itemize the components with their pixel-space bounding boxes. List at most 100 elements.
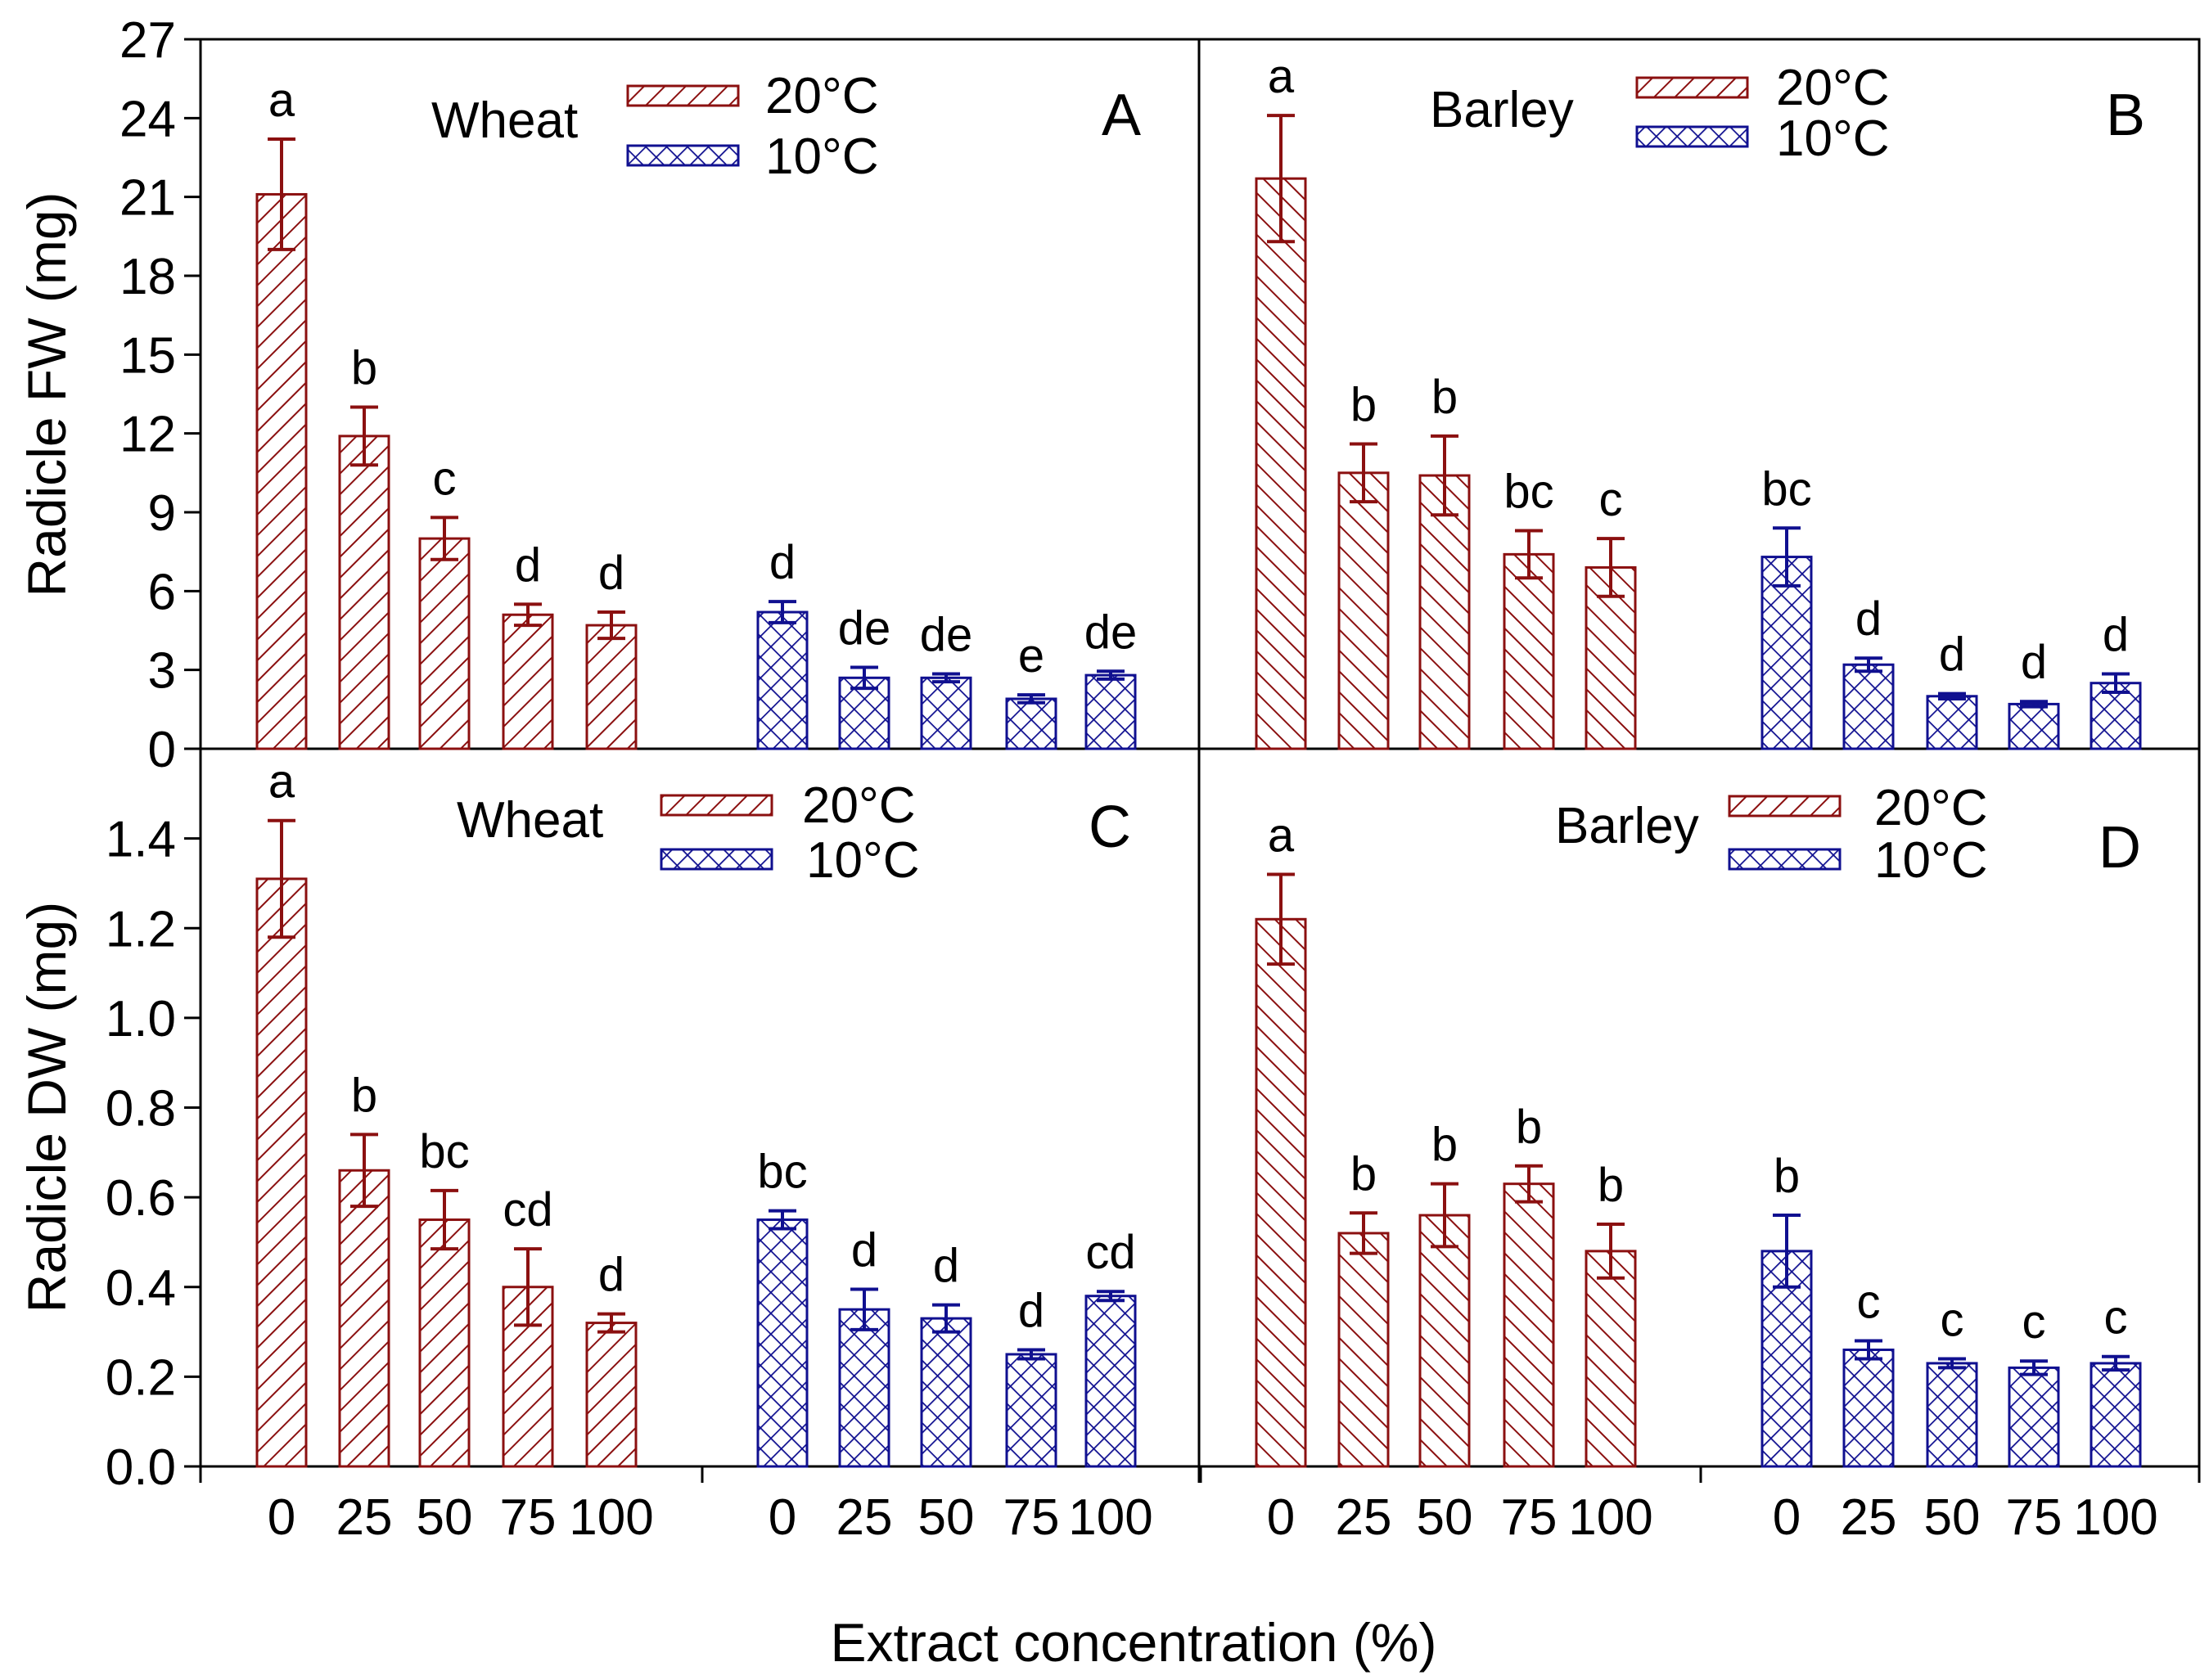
panel-letter-a: A — [1102, 83, 1141, 148]
y-axis-title-fw: Radicle FW (mg) — [16, 191, 77, 597]
panel-d-significance-letter: b — [1350, 1147, 1377, 1200]
panel-d-significance-letter: c — [2104, 1291, 2128, 1344]
panel-a-significance-letter: c — [433, 452, 457, 505]
legend-label-warm: 20°C — [1874, 780, 1988, 836]
panel-c-significance-letter: d — [1018, 1284, 1044, 1337]
panel-c-ytick-label: 1.0 — [106, 991, 176, 1047]
panel-b-crop-name: Barley — [1430, 82, 1574, 138]
legend-swatch-warm — [1728, 795, 1842, 817]
panel-b-legend: 20°C 10°C — [1635, 60, 1890, 167]
panel-a-bar — [255, 192, 308, 750]
panel-d-significance-letter: c — [1941, 1293, 1964, 1346]
panel-b-bar — [1337, 471, 1390, 750]
panel-c-significance-letter: cd — [1085, 1226, 1135, 1279]
panel-c-ytick-label: 1.2 — [106, 901, 176, 957]
panel-c-xtick-label: 100 — [569, 1489, 653, 1546]
panel-a-bar — [418, 537, 471, 750]
panel-d-xtick-label: 25 — [1336, 1489, 1392, 1546]
panel-b-bar — [1842, 663, 1895, 750]
panel-d-frame — [1197, 747, 2201, 1468]
panel-a-significance-letter: de — [920, 608, 973, 661]
panel-c-bar — [338, 1169, 390, 1468]
panel-b-significance-letter: c — [1599, 473, 1623, 526]
panel-c-ytick-label: 0.8 — [106, 1081, 176, 1137]
panel-c-significance-letter: d — [933, 1240, 959, 1293]
panel-d-bar — [1255, 917, 1307, 1468]
panel-d-significance-letter: b — [1774, 1150, 1800, 1203]
legend-swatch-cold — [1635, 125, 1749, 148]
panel-b-significance-letter: d — [2021, 636, 2047, 689]
panel-b-significance-letter: d — [2103, 608, 2129, 661]
panel-a-ytick-label: 24 — [119, 91, 176, 147]
panel-c-bar — [1005, 1353, 1057, 1468]
panel-a-ytick-label: 0 — [148, 722, 176, 778]
panel-a-crop-name: Wheat — [431, 92, 578, 149]
panel-b-bar — [1418, 474, 1471, 750]
panel-d-bar — [1585, 1250, 1637, 1468]
panel-b-significance-letter: b — [1431, 371, 1458, 424]
panel-c-xtick-label: 75 — [500, 1489, 557, 1546]
panel-a-ytick-label: 18 — [119, 249, 176, 305]
panel-d-bar — [1842, 1348, 1895, 1468]
panel-a-significance-letter: de — [838, 601, 891, 655]
panel-c-significance-letter: bc — [757, 1146, 807, 1199]
panel-b-bar — [1926, 695, 1978, 750]
panel-c-xtick-label: 75 — [1003, 1489, 1060, 1546]
panel-d-significance-letter: a — [1268, 808, 1295, 862]
panel-c-xtick-label: 0 — [268, 1489, 295, 1546]
panel-d-bar — [2008, 1366, 2060, 1468]
panel-c-xtick-label: 50 — [417, 1489, 473, 1546]
panel-c-ytick-label: 0.0 — [106, 1439, 176, 1496]
panel-a-significance-letter: e — [1018, 629, 1044, 682]
panel-c-significance-letter: a — [268, 755, 295, 808]
panel-d-xtick-label: 100 — [1568, 1489, 1652, 1546]
panel-d-significance-letter: b — [1431, 1119, 1458, 1172]
panel-c-xtick-label: 0 — [769, 1489, 796, 1546]
panel-c-xtick-label: 25 — [336, 1489, 393, 1546]
panel-a-significance-letter: de — [1084, 606, 1138, 659]
panel-c-ytick-label: 0.2 — [106, 1349, 176, 1406]
panel-c-xtick-label: 25 — [836, 1489, 893, 1546]
panel-d-significance-letter: b — [1598, 1159, 1624, 1212]
panel-b-bar — [1503, 552, 1555, 750]
panel-c-legend: 20°C 10°C — [660, 777, 920, 889]
panel-d-significance-letter: c — [2022, 1295, 2046, 1349]
panel-a-significance-letter: d — [598, 547, 624, 600]
panel-c-significance-letter: cd — [503, 1183, 552, 1236]
panel-letter-b: B — [2106, 83, 2145, 148]
panel-letter-d: D — [2099, 815, 2141, 881]
panel-b-significance-letter: a — [1268, 50, 1295, 103]
legend-label-warm: 20°C — [765, 68, 879, 124]
panel-c-bar — [838, 1308, 890, 1468]
panel-d-significance-letter: b — [1516, 1101, 1542, 1154]
panel-c-xtick-label: 50 — [918, 1489, 975, 1546]
panel-letter-c: C — [1089, 795, 1131, 860]
panel-a-ytick-label: 12 — [119, 407, 176, 463]
panel-a-bar — [920, 676, 972, 750]
panel-d-significance-letter: c — [1857, 1276, 1881, 1329]
panel-a-ytick-label: 3 — [148, 643, 176, 700]
panel-a-significance-letter: d — [769, 536, 796, 589]
panel-d-bar — [1926, 1362, 1978, 1468]
legend-swatch-cold — [660, 848, 773, 871]
panel-c-bar — [1084, 1295, 1137, 1468]
panel-d-bar — [2090, 1362, 2142, 1468]
panel-d-xtick-label: 50 — [1924, 1489, 1981, 1546]
panel-a-bar — [756, 610, 809, 750]
panel-b-significance-letter: d — [1939, 628, 1965, 682]
legend-label-cold: 10°C — [1776, 110, 1890, 167]
panel-b-significance-letter: bc — [1503, 465, 1553, 518]
panel-d-xtick-label: 0 — [1267, 1489, 1295, 1546]
panel-c-bar — [756, 1218, 809, 1468]
panel-d-crop-name: Barley — [1555, 798, 1699, 854]
panel-b-significance-letter: bc — [1761, 462, 1811, 516]
panel-c-significance-letter: d — [598, 1249, 624, 1302]
panel-a-legend: 20°C 10°C — [626, 68, 879, 185]
panel-c-ytick-label: 1.4 — [106, 812, 176, 868]
panel-d-xtick-label: 75 — [2006, 1489, 2062, 1546]
panel-d-bar — [1337, 1232, 1390, 1468]
panel-d-xtick-label: 100 — [2073, 1489, 2157, 1546]
panel-c-bar — [255, 877, 308, 1468]
